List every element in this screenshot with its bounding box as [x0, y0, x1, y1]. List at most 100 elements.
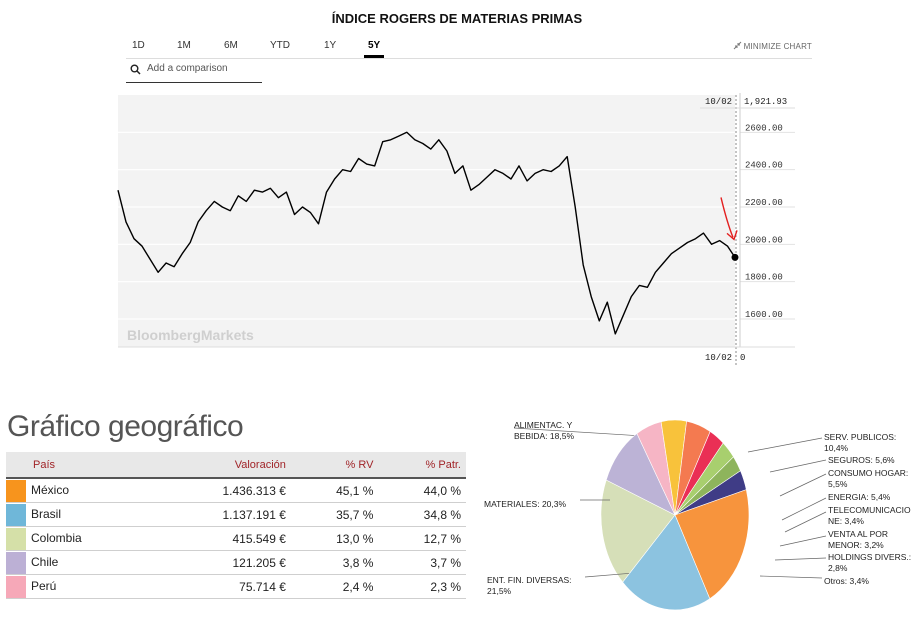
pie-slice [622, 514, 711, 611]
collapse-arrows-icon [733, 41, 741, 50]
patr-cell: 3,7 % [378, 550, 466, 575]
y-tick-label: 2000.00 [745, 235, 783, 245]
country-name: Brasil [31, 506, 62, 521]
country-swatch [6, 527, 26, 550]
table-row: Perú 75.714 €2,4 % 2,3 % [6, 574, 466, 599]
pie-leader-line [759, 575, 823, 579]
pie-label: NE: 3,4% [828, 516, 864, 526]
pie-label: Otros: 3,4% [824, 576, 869, 586]
country-name: Chile [31, 554, 59, 569]
patr-cell: 2,3 % [378, 574, 466, 599]
table-row: Colombia 415.549 €13,0 % 12,7 % [6, 526, 466, 551]
pie-leader-line [747, 437, 823, 453]
country-swatch [6, 551, 26, 574]
y-tick-label: 2200.00 [745, 198, 783, 208]
pie-label: BEBIDA: 18,5% [514, 431, 574, 441]
last-value-label: 1,921.93 [744, 97, 787, 107]
tab-1d[interactable]: 1D [132, 40, 145, 51]
col-header-pais: País [6, 452, 156, 479]
series-line [117, 131, 736, 335]
country-swatch [6, 575, 26, 598]
col-header-valoracion: Valoración [155, 452, 291, 479]
pie-label: SEGUROS: 5,6% [828, 455, 895, 465]
tab-5y[interactable]: 5Y [363, 40, 385, 58]
pie-slice [600, 479, 676, 583]
valoracion-cell: 1.436.313 € [155, 478, 291, 503]
col-header-patr: % Patr. [378, 452, 466, 479]
page-title: ÍNDICE ROGERS DE MATERIAS PRIMAS [331, 11, 583, 26]
pie-label: TELECOMUNICACIO [828, 505, 911, 515]
geo-table: País Valoración % RV % Patr. México 1.436… [6, 452, 466, 599]
annotation-arrow [720, 197, 734, 238]
last-point-marker [731, 253, 739, 261]
country-cell: México [6, 478, 156, 503]
tab-1m[interactable]: 1M [177, 40, 191, 51]
rv-cell: 45,1 % [290, 478, 379, 503]
country-name: México [31, 482, 70, 497]
pie-leader-line [781, 497, 827, 521]
valoracion-cell: 121.205 € [155, 550, 291, 575]
pie-label: HOLDINGS DIVERS.: [828, 552, 911, 562]
pie-label: 10,4% [824, 443, 849, 453]
patr-cell: 44,0 % [378, 478, 466, 503]
minimize-chart-label: MINIMIZE CHART [743, 42, 812, 51]
y-tick-label: 2600.00 [745, 123, 783, 133]
rv-cell: 35,7 % [290, 502, 379, 527]
pie-label: MATERIALES: 20,3% [484, 499, 566, 509]
pie-label: ENERGIA: 5,4% [828, 492, 891, 502]
patr-cell: 12,7 % [378, 526, 466, 551]
pie-leader-line [779, 473, 827, 497]
pie-label: MENOR: 3,2% [828, 540, 884, 550]
tab-ytd[interactable]: YTD [270, 40, 290, 51]
pie-label: CONSUMO HOGAR: [828, 468, 908, 478]
table-row: Brasil 1.137.191 €35,7 % 34,8 % [6, 502, 466, 527]
minimize-chart-button[interactable]: MINIMIZE CHART [733, 41, 812, 51]
tab-1y[interactable]: 1Y [324, 40, 337, 51]
pie-label: ENT. FIN. DIVERSAS: [487, 575, 572, 585]
comparison-search [126, 60, 262, 83]
search-icon [130, 64, 141, 75]
country-swatch [6, 479, 26, 502]
pie-leader-line [779, 535, 827, 547]
comparison-input[interactable] [147, 63, 259, 74]
rv-cell: 3,8 % [290, 550, 379, 575]
table-row: México 1.436.313 €45,1 % 44,0 % [6, 478, 466, 503]
pie-slice [674, 489, 750, 600]
pie-label: 21,5% [487, 586, 512, 596]
pie-leader-line [774, 557, 827, 561]
table-row: Chile 121.205 €3,8 % 3,7 % [6, 550, 466, 575]
country-name: Colombia [31, 530, 82, 545]
valoracion-cell: 75.714 € [155, 574, 291, 599]
col-header-rv: % RV [290, 452, 379, 479]
last-date-label-bottom: 10/02 [705, 353, 732, 363]
country-name: Perú [31, 578, 57, 593]
country-cell: Brasil [6, 502, 156, 527]
y-tick-label: 1600.00 [745, 310, 783, 320]
geo-chart-title: Gráfico geográfico [7, 410, 244, 443]
pie-label: SERV. PUBLICOS: [824, 432, 896, 442]
timeframe-tabs: 1D 1M 6M YTD 1Y 5Y MINIMIZE CHART [126, 40, 812, 59]
plot-right-gap [735, 95, 742, 347]
valoracion-cell: 415.549 € [155, 526, 291, 551]
pie-label: ALIMENTAC. Y [514, 420, 573, 430]
pie-label: 2,8% [828, 563, 848, 573]
plot-background [118, 95, 735, 347]
country-cell: Perú [6, 574, 156, 599]
last-date-label-top: 10/02 [705, 97, 732, 107]
rv-cell: 13,0 % [290, 526, 379, 551]
country-swatch [6, 503, 26, 526]
valoracion-cell: 1.137.191 € [155, 502, 291, 527]
price-line-chart: 2600.00 2400.00 2200.00 2000.00 1800.00 1600.… [117, 93, 795, 365]
patr-cell: 34,8 % [378, 502, 466, 527]
tab-6m[interactable]: 6M [224, 40, 238, 51]
annotation-arrowhead [726, 230, 738, 241]
rv-cell: 2,4 % [290, 574, 379, 599]
country-cell: Colombia [6, 526, 156, 551]
country-cell: Chile [6, 550, 156, 575]
pie-leader-line [769, 459, 827, 473]
x-zero-label: 0 [740, 353, 745, 363]
pie-label: VENTA AL POR [828, 529, 888, 539]
y-tick-label: 1800.00 [745, 273, 783, 283]
pie-label: 5,5% [828, 479, 848, 489]
